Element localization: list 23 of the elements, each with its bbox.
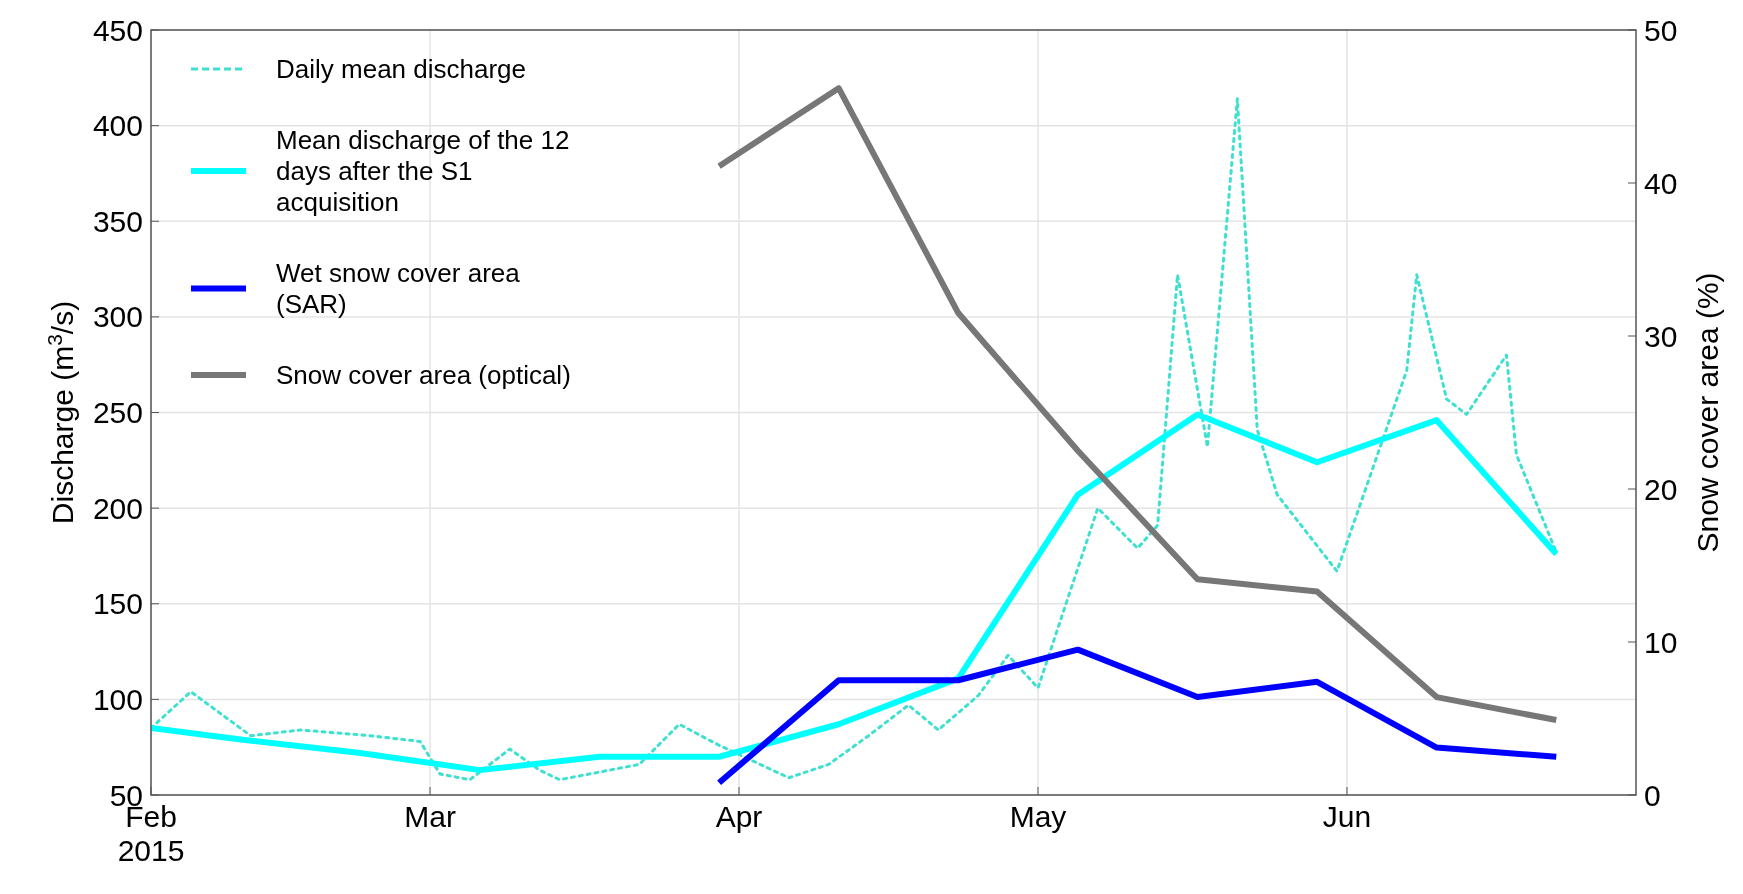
y-tick-label: 350	[92, 204, 143, 238]
x-tick-label: Apr	[715, 800, 763, 833]
y-tick-label: 450	[92, 13, 143, 47]
legend-label: Daily mean discharge	[276, 54, 527, 84]
y-tick-label: 150	[92, 587, 143, 621]
y-tick-label: 100	[92, 682, 143, 716]
legend-label: Wet snow cover area (SAR)	[276, 258, 521, 319]
y-tick-label: 250	[92, 396, 143, 429]
y2-tick-label: 0	[1644, 778, 1661, 812]
x-tick-label: May	[1009, 800, 1067, 833]
y2-tick-label: 30	[1644, 319, 1678, 353]
y-tick-label: 400	[92, 109, 143, 143]
y2-tick-label: 20	[1644, 472, 1678, 506]
y2-tick-label: 40	[1644, 166, 1678, 200]
legend-label: Snow cover area (optical)	[276, 360, 571, 390]
y-tick-label: 300	[92, 300, 143, 334]
y2-tick-label: 10	[1644, 625, 1678, 659]
y2-tick-label: 50	[1644, 13, 1678, 47]
x-tick-label: Jun	[1322, 800, 1372, 833]
y-tick-label: 200	[92, 491, 143, 525]
legend-label: Mean discharge of the 12 days after the S1 acquisition	[276, 125, 570, 217]
y2-axis-title: Snow cover area (%)	[1691, 272, 1724, 553]
x-tick-label: Mar	[404, 800, 456, 833]
